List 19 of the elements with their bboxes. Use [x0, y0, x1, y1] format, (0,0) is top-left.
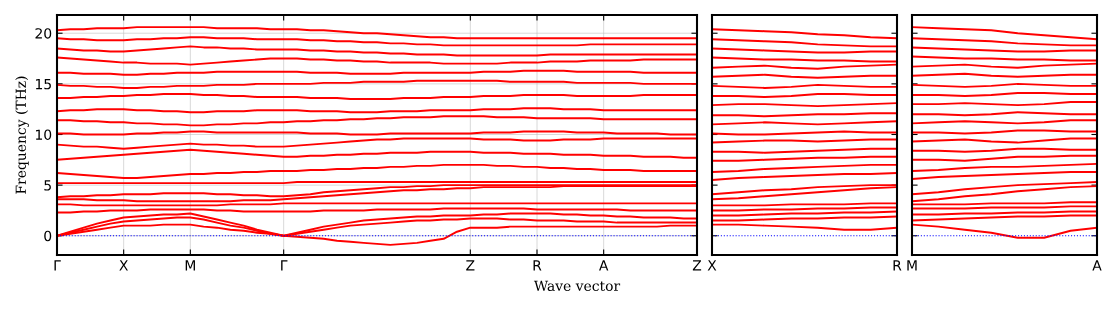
x-tick-label: Z [466, 260, 475, 271]
x-tick-label: Γ [54, 260, 61, 271]
x-tick-label: R [893, 260, 902, 271]
x-axis-title: Wave vector [533, 280, 621, 292]
x-tick-label: X [707, 260, 717, 271]
y-tick-label: 15 [35, 79, 51, 90]
x-tick-label: X [119, 260, 128, 271]
x-tick-label: A [1092, 260, 1102, 271]
y-axis-title: Frequency (THz) [15, 76, 29, 194]
x-tick-label: A [599, 260, 609, 271]
x-tick-label: R [533, 260, 542, 271]
x-tick-label: M [185, 260, 195, 271]
x-tick-label: Z [692, 260, 702, 271]
y-tick-label: 20 [35, 28, 52, 39]
x-tick-label: M [907, 260, 917, 271]
y-tick-label: 0 [44, 230, 52, 242]
y-tick-label: 10 [35, 129, 52, 140]
x-tick-label: Γ [281, 260, 288, 271]
y-tick-label: 5 [44, 180, 51, 191]
